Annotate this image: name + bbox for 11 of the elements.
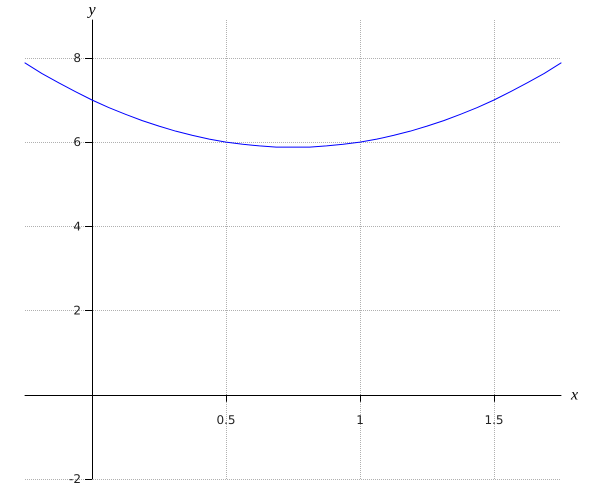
y-axis-title: y	[86, 2, 96, 18]
y-tick-label: 6	[73, 135, 81, 150]
y-tick-label: -2	[69, 472, 81, 486]
line-series	[24, 62, 562, 148]
y-tick-label: 2	[73, 304, 81, 318]
y-tick-label: 4	[73, 219, 81, 234]
x-axis-title: x	[570, 386, 578, 404]
y-tick-label: 8	[73, 50, 81, 65]
x-tick-label: 1.5	[484, 412, 504, 427]
x-tick-label: 0.5	[216, 412, 236, 427]
x-tick-label: 1	[356, 412, 364, 427]
